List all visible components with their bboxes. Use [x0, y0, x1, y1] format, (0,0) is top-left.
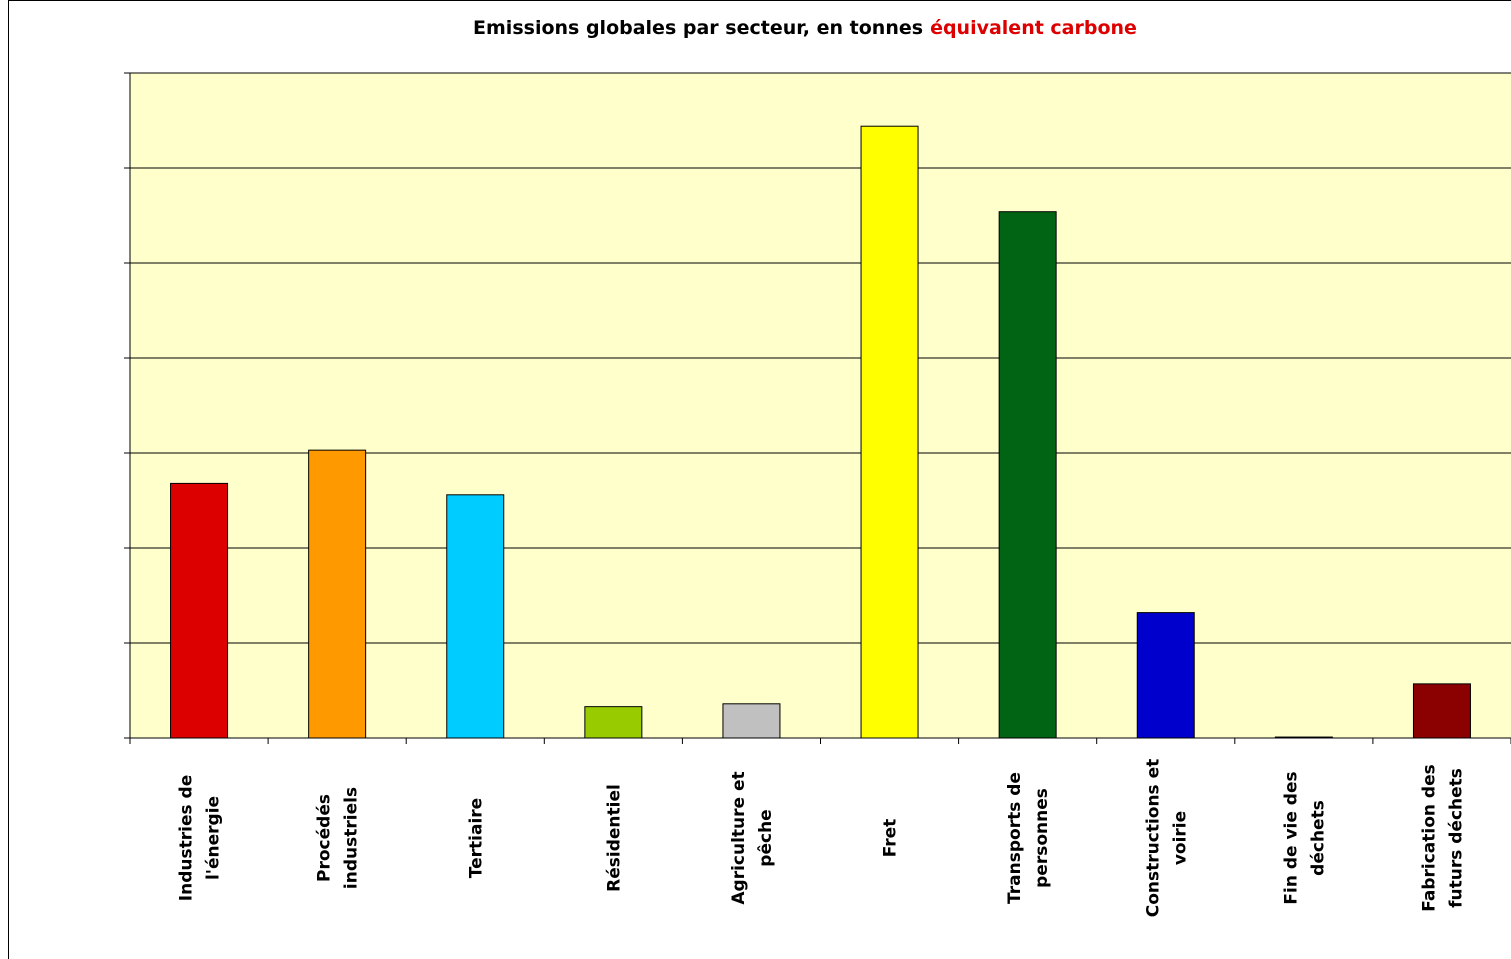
x-tick-label: Tertiaire	[466, 798, 486, 878]
chart-title: Emissions globales par secteur, en tonne…	[473, 17, 1137, 39]
x-tick-label: Fret	[881, 819, 901, 858]
bar	[446, 494, 505, 739]
x-tick-label: Procédés	[315, 794, 335, 882]
x-tick-label: voirie	[1170, 811, 1190, 865]
bar	[722, 703, 781, 739]
bar	[1412, 683, 1471, 739]
bar	[584, 706, 643, 739]
x-tick-label: Fabrication des	[1419, 764, 1439, 912]
bar	[860, 125, 919, 739]
bar	[998, 211, 1057, 739]
bar	[1274, 736, 1333, 739]
x-tick-label: Résidentiel	[604, 784, 624, 892]
x-tick-label: futurs déchets	[1446, 768, 1466, 908]
x-tick-label: industriels	[342, 787, 362, 889]
x-tick-label: l'énergie	[204, 796, 224, 880]
title-part: Emissions globales par secteur, en tonne…	[473, 17, 923, 39]
title-part: équivalent carbone	[930, 17, 1137, 39]
x-tick-label: pêche	[756, 809, 776, 866]
bar	[1136, 612, 1195, 739]
x-tick-label: déchets	[1308, 800, 1328, 876]
x-tick-label: personnes	[1032, 788, 1052, 888]
x-tick-label: Constructions et	[1143, 759, 1163, 918]
x-tick-label: Agriculture et	[729, 771, 749, 904]
x-tick-label: Transports de	[1005, 772, 1025, 904]
bar	[170, 482, 229, 739]
bar	[308, 449, 367, 739]
x-tick-label: Industries de	[177, 775, 197, 901]
x-tick-label: Fin de vie des	[1281, 771, 1301, 904]
